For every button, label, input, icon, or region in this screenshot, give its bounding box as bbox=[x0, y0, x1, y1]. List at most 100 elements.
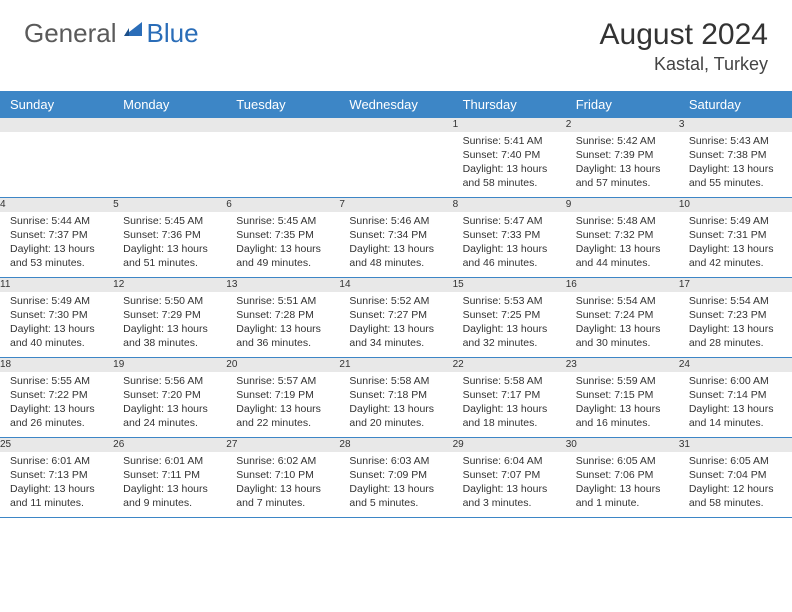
day-line: Daylight: 13 hours bbox=[10, 322, 103, 336]
day-line: Sunset: 7:32 PM bbox=[576, 228, 669, 242]
day-cell-body: Sunrise: 5:44 AMSunset: 7:37 PMDaylight:… bbox=[0, 212, 113, 275]
day-line: and 40 minutes. bbox=[10, 336, 103, 350]
day-line: Sunset: 7:06 PM bbox=[576, 468, 669, 482]
day-line: Sunrise: 5:58 AM bbox=[463, 374, 556, 388]
day-cell: Sunrise: 5:49 AMSunset: 7:31 PMDaylight:… bbox=[679, 212, 792, 278]
day-line: and 51 minutes. bbox=[123, 256, 216, 270]
day-line: Sunrise: 5:51 AM bbox=[236, 294, 329, 308]
day-line: Sunset: 7:04 PM bbox=[689, 468, 782, 482]
day-line: Sunrise: 5:47 AM bbox=[463, 214, 556, 228]
sail-icon bbox=[121, 19, 145, 44]
day-line: Daylight: 13 hours bbox=[123, 322, 216, 336]
day-cell: Sunrise: 5:56 AMSunset: 7:20 PMDaylight:… bbox=[113, 372, 226, 438]
day-line: and 5 minutes. bbox=[349, 496, 442, 510]
day-line: Sunrise: 5:45 AM bbox=[236, 214, 329, 228]
day-cell-body: Sunrise: 5:53 AMSunset: 7:25 PMDaylight:… bbox=[453, 292, 566, 355]
daynum-row: 123 bbox=[0, 118, 792, 132]
day-cell: Sunrise: 5:48 AMSunset: 7:32 PMDaylight:… bbox=[566, 212, 679, 278]
day-line: Daylight: 13 hours bbox=[123, 482, 216, 496]
day-line: Sunrise: 5:59 AM bbox=[576, 374, 669, 388]
day-cell-body: Sunrise: 5:59 AMSunset: 7:15 PMDaylight:… bbox=[566, 372, 679, 435]
day-line: and 36 minutes. bbox=[236, 336, 329, 350]
week-row: Sunrise: 6:01 AMSunset: 7:13 PMDaylight:… bbox=[0, 452, 792, 518]
day-line: Daylight: 13 hours bbox=[10, 242, 103, 256]
weekday-header: Sunday bbox=[0, 91, 113, 118]
day-line: and 7 minutes. bbox=[236, 496, 329, 510]
day-cell: Sunrise: 5:44 AMSunset: 7:37 PMDaylight:… bbox=[0, 212, 113, 278]
day-line: Sunset: 7:14 PM bbox=[689, 388, 782, 402]
day-line: Sunrise: 5:54 AM bbox=[576, 294, 669, 308]
day-line: Sunrise: 6:05 AM bbox=[576, 454, 669, 468]
day-line: Sunset: 7:09 PM bbox=[349, 468, 442, 482]
day-line: Daylight: 13 hours bbox=[576, 242, 669, 256]
day-number: 3 bbox=[679, 118, 792, 132]
day-cell: Sunrise: 5:50 AMSunset: 7:29 PMDaylight:… bbox=[113, 292, 226, 358]
day-line: Sunrise: 5:52 AM bbox=[349, 294, 442, 308]
day-line: Sunrise: 5:50 AM bbox=[123, 294, 216, 308]
logo-text-blue: Blue bbox=[147, 18, 199, 49]
day-line: Sunrise: 5:53 AM bbox=[463, 294, 556, 308]
day-line: Daylight: 13 hours bbox=[236, 482, 329, 496]
day-line: Sunrise: 5:49 AM bbox=[10, 294, 103, 308]
day-cell bbox=[113, 132, 226, 198]
day-line: Daylight: 13 hours bbox=[463, 402, 556, 416]
day-cell: Sunrise: 5:52 AMSunset: 7:27 PMDaylight:… bbox=[339, 292, 452, 358]
logo-text-general: General bbox=[24, 18, 117, 49]
day-line: Sunset: 7:22 PM bbox=[10, 388, 103, 402]
day-cell-body: Sunrise: 6:01 AMSunset: 7:13 PMDaylight:… bbox=[0, 452, 113, 515]
day-line: Daylight: 13 hours bbox=[123, 242, 216, 256]
day-cell-body bbox=[226, 132, 339, 138]
day-number bbox=[113, 118, 226, 132]
day-line: Sunset: 7:29 PM bbox=[123, 308, 216, 322]
day-cell-body: Sunrise: 6:01 AMSunset: 7:11 PMDaylight:… bbox=[113, 452, 226, 515]
day-number: 31 bbox=[679, 438, 792, 452]
day-number: 26 bbox=[113, 438, 226, 452]
day-line: Sunrise: 5:56 AM bbox=[123, 374, 216, 388]
day-cell-body: Sunrise: 6:03 AMSunset: 7:09 PMDaylight:… bbox=[339, 452, 452, 515]
day-number bbox=[226, 118, 339, 132]
day-cell: Sunrise: 5:47 AMSunset: 7:33 PMDaylight:… bbox=[453, 212, 566, 278]
day-cell-body: Sunrise: 5:49 AMSunset: 7:31 PMDaylight:… bbox=[679, 212, 792, 275]
weekday-header: Wednesday bbox=[339, 91, 452, 118]
day-line: and 18 minutes. bbox=[463, 416, 556, 430]
day-cell: Sunrise: 6:05 AMSunset: 7:06 PMDaylight:… bbox=[566, 452, 679, 518]
day-cell: Sunrise: 5:51 AMSunset: 7:28 PMDaylight:… bbox=[226, 292, 339, 358]
day-cell: Sunrise: 6:02 AMSunset: 7:10 PMDaylight:… bbox=[226, 452, 339, 518]
day-line: Sunrise: 6:00 AM bbox=[689, 374, 782, 388]
day-cell-body: Sunrise: 5:41 AMSunset: 7:40 PMDaylight:… bbox=[453, 132, 566, 195]
day-line: Sunset: 7:19 PM bbox=[236, 388, 329, 402]
weekday-header: Monday bbox=[113, 91, 226, 118]
day-line: Sunrise: 6:04 AM bbox=[463, 454, 556, 468]
day-cell-body: Sunrise: 5:45 AMSunset: 7:35 PMDaylight:… bbox=[226, 212, 339, 275]
day-cell-body: Sunrise: 5:52 AMSunset: 7:27 PMDaylight:… bbox=[339, 292, 452, 355]
day-line: Sunrise: 5:57 AM bbox=[236, 374, 329, 388]
day-number: 15 bbox=[453, 278, 566, 292]
day-number: 4 bbox=[0, 198, 113, 212]
day-line: Daylight: 13 hours bbox=[349, 402, 442, 416]
weekday-header: Thursday bbox=[453, 91, 566, 118]
day-cell-body: Sunrise: 6:00 AMSunset: 7:14 PMDaylight:… bbox=[679, 372, 792, 435]
day-cell-body: Sunrise: 6:04 AMSunset: 7:07 PMDaylight:… bbox=[453, 452, 566, 515]
day-cell-body: Sunrise: 5:46 AMSunset: 7:34 PMDaylight:… bbox=[339, 212, 452, 275]
day-line: Daylight: 13 hours bbox=[576, 162, 669, 176]
day-number: 20 bbox=[226, 358, 339, 372]
day-line: and 11 minutes. bbox=[10, 496, 103, 510]
day-line: Sunrise: 5:46 AM bbox=[349, 214, 442, 228]
day-line: and 58 minutes. bbox=[463, 176, 556, 190]
day-line: Sunrise: 5:48 AM bbox=[576, 214, 669, 228]
day-line: and 38 minutes. bbox=[123, 336, 216, 350]
day-line: Sunrise: 6:03 AM bbox=[349, 454, 442, 468]
day-cell-body: Sunrise: 5:47 AMSunset: 7:33 PMDaylight:… bbox=[453, 212, 566, 275]
day-number: 16 bbox=[566, 278, 679, 292]
day-cell: Sunrise: 6:01 AMSunset: 7:11 PMDaylight:… bbox=[113, 452, 226, 518]
day-cell-body: Sunrise: 5:58 AMSunset: 7:18 PMDaylight:… bbox=[339, 372, 452, 435]
day-line: Daylight: 13 hours bbox=[349, 482, 442, 496]
day-line: and 46 minutes. bbox=[463, 256, 556, 270]
day-line: Sunset: 7:11 PM bbox=[123, 468, 216, 482]
day-cell: Sunrise: 6:03 AMSunset: 7:09 PMDaylight:… bbox=[339, 452, 452, 518]
day-line: Sunset: 7:31 PM bbox=[689, 228, 782, 242]
day-number: 23 bbox=[566, 358, 679, 372]
day-number bbox=[339, 118, 452, 132]
day-line: Daylight: 13 hours bbox=[576, 482, 669, 496]
day-cell-body: Sunrise: 6:02 AMSunset: 7:10 PMDaylight:… bbox=[226, 452, 339, 515]
